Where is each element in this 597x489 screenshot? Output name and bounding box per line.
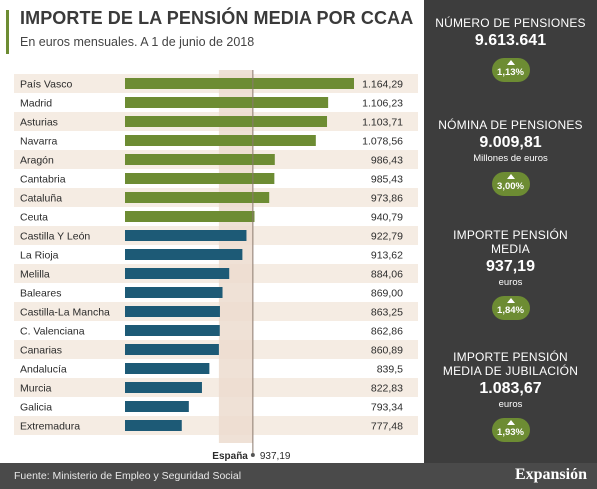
category-label: Aragón bbox=[20, 155, 54, 167]
bar bbox=[125, 230, 247, 241]
category-label: Baleares bbox=[20, 288, 61, 300]
category-label: Castilla-La Mancha bbox=[20, 307, 110, 319]
category-label: Andalucía bbox=[20, 364, 67, 376]
value-label: 1.078,56 bbox=[362, 136, 403, 148]
footer: Fuente: Ministerio de Empleo y Seguridad… bbox=[0, 463, 597, 489]
value-label: 985,43 bbox=[371, 174, 403, 186]
category-label: Asturias bbox=[20, 117, 58, 129]
row-background bbox=[14, 378, 418, 397]
change-value: 1,84% bbox=[497, 305, 524, 316]
row-background bbox=[14, 416, 418, 435]
change-value: 3,00% bbox=[497, 181, 524, 192]
stat-label: IMPORTE PENSIÓN MEDIA DE JUBILACIÓN bbox=[442, 350, 579, 378]
value-label: 973,86 bbox=[371, 193, 403, 205]
stat-label: IMPORTE PENSIÓN MEDIA bbox=[453, 228, 568, 256]
bar bbox=[125, 363, 210, 374]
category-label: País Vasco bbox=[20, 79, 72, 91]
value-label: 986,43 bbox=[371, 155, 403, 167]
bar bbox=[125, 154, 275, 165]
change-badge: 1,13% bbox=[491, 58, 530, 82]
stat-label: NÓMINA DE PENSIONES bbox=[438, 118, 583, 132]
up-arrow-icon bbox=[506, 298, 515, 303]
value-label: 884,06 bbox=[371, 269, 403, 281]
stat-label: NÚMERO DE PENSIONES bbox=[435, 16, 586, 30]
stat-unit: euros bbox=[498, 277, 523, 288]
value-label: 913,62 bbox=[371, 250, 403, 262]
category-label: Madrid bbox=[20, 98, 52, 110]
up-arrow-icon bbox=[506, 60, 515, 65]
brand-logo: Expansión bbox=[514, 466, 587, 483]
value-label: 869,00 bbox=[371, 288, 403, 300]
stat-pension-payroll: NÓMINA DE PENSIONES 9.009,81 Millones de… bbox=[424, 118, 597, 196]
category-label: Navarra bbox=[20, 136, 58, 148]
category-label: Cantabria bbox=[20, 174, 66, 186]
up-arrow-icon bbox=[506, 174, 515, 179]
category-label: Murcia bbox=[20, 383, 52, 395]
value-label: 862,86 bbox=[371, 326, 403, 338]
category-label: Galicia bbox=[20, 402, 52, 414]
bar bbox=[125, 249, 243, 260]
stats-panel: NÚMERO DE PENSIONES 9.613.641 1,13% NÓMI… bbox=[424, 0, 597, 463]
bar bbox=[125, 420, 182, 431]
bar bbox=[125, 325, 220, 336]
value-label: 922,79 bbox=[371, 231, 403, 243]
title-accent-bar bbox=[6, 10, 9, 54]
value-label: 940,79 bbox=[371, 212, 403, 224]
bar bbox=[125, 306, 220, 317]
reference-marker bbox=[250, 453, 255, 457]
stat-value: 9.613.641 bbox=[474, 32, 547, 49]
stat-unit: Millones de euros bbox=[473, 153, 548, 164]
bar bbox=[125, 97, 329, 108]
category-label: Canarias bbox=[20, 345, 62, 357]
category-label: Melilla bbox=[20, 269, 50, 281]
reference-value: 937,19 bbox=[260, 451, 291, 462]
bar bbox=[125, 401, 189, 412]
bar bbox=[125, 192, 270, 203]
value-label: 793,34 bbox=[371, 402, 403, 414]
value-label: 1.106,23 bbox=[362, 98, 403, 110]
value-label: 839,5 bbox=[377, 364, 403, 376]
stat-value: 937,19 bbox=[486, 258, 535, 275]
stat-average-retirement-pension: IMPORTE PENSIÓN MEDIA DE JUBILACIÓN 1.08… bbox=[424, 350, 597, 442]
category-label: La Rioja bbox=[20, 250, 59, 262]
value-label: 822,83 bbox=[371, 383, 403, 395]
change-value: 1,13% bbox=[497, 67, 524, 78]
up-arrow-icon bbox=[506, 420, 515, 425]
stat-value: 9.009,81 bbox=[479, 134, 542, 151]
chart-title: IMPORTE DE LA PENSIÓN MEDIA POR CCAA bbox=[20, 8, 414, 28]
value-label: 1.164,29 bbox=[362, 79, 403, 91]
change-badge: 1,93% bbox=[491, 418, 530, 442]
value-label: 1.103,71 bbox=[362, 117, 403, 129]
bar bbox=[125, 268, 230, 279]
stat-value: 1.083,67 bbox=[479, 380, 542, 397]
category-label: C. Valenciana bbox=[20, 326, 85, 338]
bar bbox=[125, 135, 316, 146]
chart-subtitle: En euros mensuales. A 1 de junio de 2018 bbox=[20, 35, 255, 49]
bar bbox=[125, 211, 255, 222]
category-label: Extremadura bbox=[20, 421, 80, 433]
stat-number-of-pensions: NÚMERO DE PENSIONES 9.613.641 1,13% bbox=[424, 16, 597, 82]
change-badge: 1,84% bbox=[491, 296, 530, 320]
bar-chart: País Vasco 1.164,29 Madrid 1.106,23 Asturias… bbox=[14, 70, 418, 462]
value-label: 863,25 bbox=[371, 307, 403, 319]
bar bbox=[125, 344, 219, 355]
value-label: 777,48 bbox=[371, 421, 403, 433]
source-note: Fuente: Ministerio de Empleo y Seguridad… bbox=[14, 470, 242, 482]
category-label: Ceuta bbox=[20, 212, 48, 224]
bar bbox=[125, 78, 354, 89]
category-label: Cataluña bbox=[20, 193, 62, 205]
bar bbox=[125, 116, 328, 127]
reference-label: España bbox=[212, 451, 248, 462]
bar bbox=[125, 382, 202, 393]
change-value: 1,93% bbox=[497, 427, 524, 438]
bar bbox=[125, 287, 223, 298]
chart-panel: IMPORTE DE LA PENSIÓN MEDIA POR CCAA En … bbox=[6, 8, 418, 462]
change-badge: 3,00% bbox=[491, 172, 530, 196]
bar bbox=[125, 173, 275, 184]
stat-average-pension: IMPORTE PENSIÓN MEDIA 937,19 euros 1,84% bbox=[424, 228, 597, 320]
value-label: 860,89 bbox=[371, 345, 403, 357]
stat-unit: euros bbox=[498, 399, 523, 410]
category-label: Castilla Y León bbox=[20, 231, 90, 243]
